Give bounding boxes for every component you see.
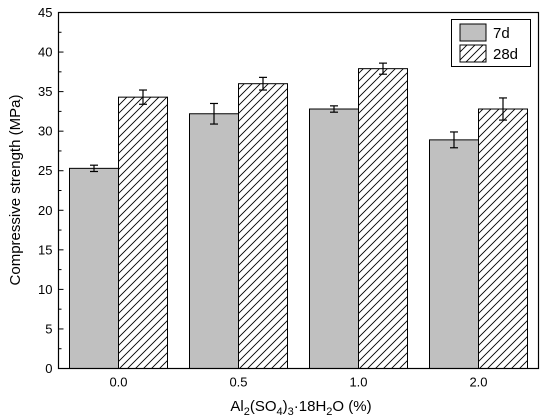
bar-7d-1.0 [309,108,359,369]
legend-label-7d: 7d [493,25,510,42]
legend-swatch-7d [459,23,487,42]
bar-28d-0.5 [238,83,288,369]
bar-28d-0.0 [118,96,168,369]
bar-7d-2.0 [429,139,479,369]
x-tick-label: 2.0 [469,375,487,390]
bar-28d-1.0 [358,68,408,370]
bar-7d-0.0 [69,167,119,369]
y-axis-title: Compressive strength (MPa) [7,95,24,286]
y-tick-label: 30 [38,124,52,139]
legend-swatch-28d [459,44,487,63]
x-tick-label: 1.0 [349,375,367,390]
x-tick-label: 0.0 [109,375,127,390]
bar-7d-0.5 [189,113,239,369]
y-tick-label: 10 [38,282,52,297]
y-tick-label: 20 [38,203,52,218]
y-tick-label: 35 [38,84,52,99]
y-tick-label: 0 [45,361,52,376]
y-tick-label: 40 [38,45,52,60]
y-axis-ticks: 0 5 10 15 20 25 30 35 40 45 [38,5,64,376]
x-tick-label: 0.5 [229,375,247,390]
y-tick-label: 45 [38,5,52,20]
y-tick-label: 15 [38,242,52,257]
x-axis-ticks: 0.0 0.5 1.0 2.0 [109,363,488,390]
y-tick-label: 5 [45,321,52,336]
bar-28d-2.0 [478,108,528,369]
legend-label-28d: 28d [493,46,518,63]
legend: 7d 28d [451,19,531,67]
bars-layer [69,62,528,370]
y-tick-label: 25 [38,163,52,178]
x-axis-title: Al2(SO4)3·18H2O (%) [230,398,371,418]
